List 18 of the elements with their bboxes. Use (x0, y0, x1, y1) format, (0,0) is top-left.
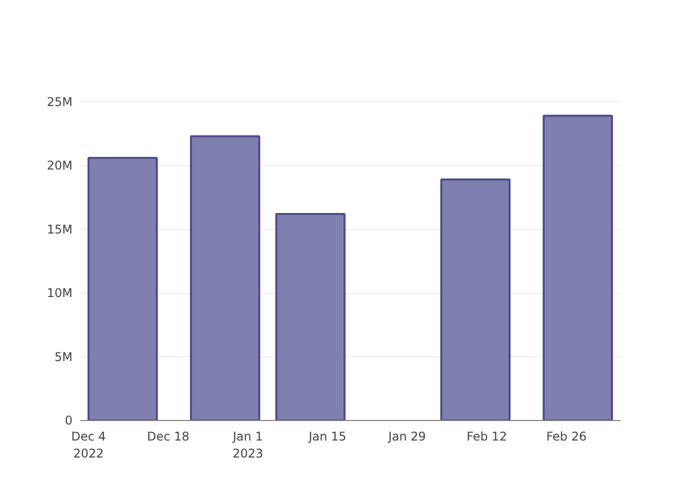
y-tick-label: 15M (46, 222, 72, 236)
y-tick-label: 5M (54, 350, 73, 364)
x-tick-label: Jan 1 2023 (232, 430, 264, 460)
bar (275, 212, 346, 420)
y-tick-label: 0 (64, 414, 73, 428)
bar (88, 156, 158, 420)
bar (440, 178, 511, 420)
y-tick-label: 20M (46, 158, 72, 173)
x-tick-label: Jan 29 (387, 430, 426, 444)
x-tick-label: Dec 18 (147, 430, 190, 444)
y-tick-label: 10M (46, 286, 72, 300)
bar (190, 135, 260, 420)
x-tick-label: Feb 12 (466, 430, 507, 444)
bar (542, 114, 613, 420)
y-tick-label: 25M (46, 94, 72, 109)
x-tick-label: Dec 4 2022 (71, 430, 106, 460)
x-tick-label: Jan 15 (308, 430, 346, 444)
x-tick-label: Feb 26 (546, 430, 587, 444)
